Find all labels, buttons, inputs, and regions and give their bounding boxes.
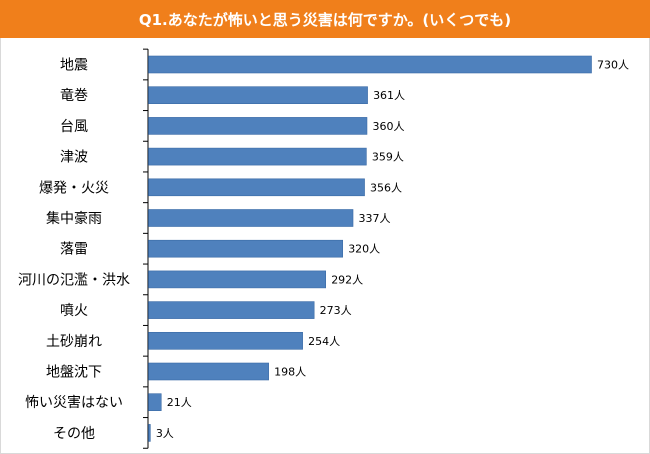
data-label: 292人	[331, 273, 363, 286]
data-label: 21人	[167, 396, 192, 409]
bar	[148, 424, 151, 442]
data-label: 320人	[348, 243, 380, 256]
data-label: 356人	[370, 181, 402, 194]
data-label: 730人	[597, 59, 629, 72]
data-label: 198人	[274, 366, 306, 379]
category-label: 津波	[60, 150, 88, 166]
bar	[148, 117, 368, 135]
data-label: 254人	[308, 335, 340, 348]
bar	[148, 270, 326, 289]
bar	[148, 393, 162, 412]
data-label: 361人	[373, 89, 405, 102]
category-label: 地震	[60, 58, 88, 74]
category-label: 土砂崩れ	[46, 334, 102, 350]
category-label: 台風	[60, 119, 88, 135]
bar	[148, 301, 315, 319]
bar	[148, 178, 365, 197]
bar	[148, 209, 354, 227]
data-label: 337人	[359, 212, 391, 225]
data-label: 273人	[320, 304, 352, 317]
data-label: 359人	[372, 151, 404, 164]
category-label: 落雷	[60, 242, 88, 258]
data-label: 360人	[372, 120, 404, 133]
bar	[148, 86, 368, 104]
category-label: 竜巻	[60, 87, 88, 104]
bar	[148, 147, 367, 166]
category-label: 爆発・火災	[39, 180, 109, 196]
category-label: 噴火	[60, 303, 88, 319]
category-label: 集中豪雨	[46, 210, 102, 227]
bar	[148, 55, 592, 74]
bar	[148, 362, 269, 381]
bar	[148, 239, 343, 258]
category-label: 怖い災害はない	[25, 394, 123, 411]
chart-title: Q1.あなたが怖いと思う災害は何ですか。(いくつでも)	[0, 0, 650, 38]
category-label: 地盤沈下	[46, 365, 102, 381]
category-label: その他	[53, 426, 95, 442]
category-label: 河川の氾濫・洪水	[18, 272, 130, 288]
data-label: 3人	[156, 427, 174, 440]
bar	[148, 331, 303, 350]
